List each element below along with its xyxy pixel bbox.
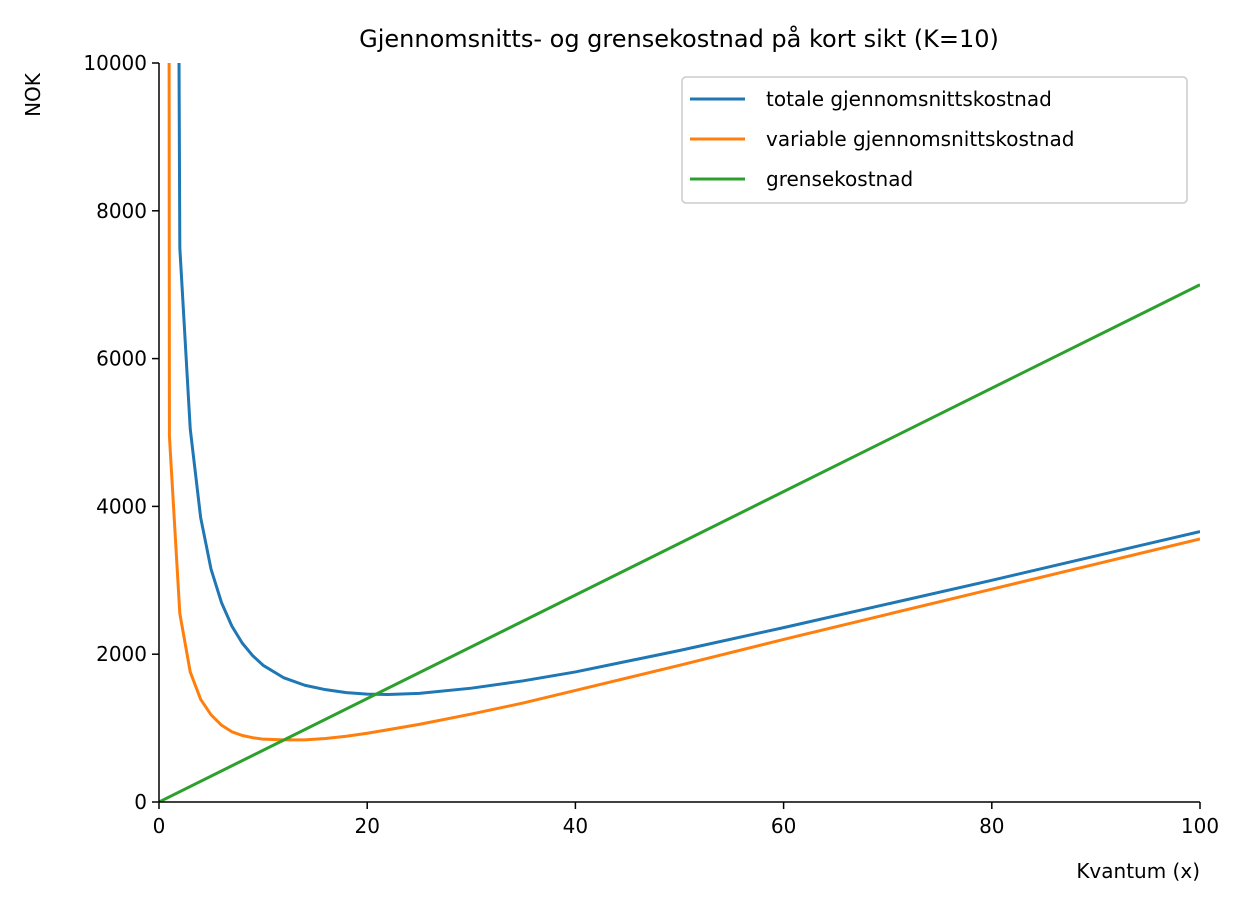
- x-tick-label: 60: [771, 814, 796, 838]
- axes: [158, 63, 1200, 803]
- chart-title: Gjennomsnitts- og grensekostnad på kort …: [359, 24, 999, 53]
- y-tick-label: 2000: [96, 642, 147, 666]
- y-tick-label: 8000: [96, 199, 147, 223]
- x-tick-label: 0: [153, 814, 166, 838]
- x-tick-label: 100: [1181, 814, 1219, 838]
- legend: totale gjennomsnittskostnad variable gjen…: [681, 76, 1188, 204]
- y-tick-label: 10000: [83, 51, 147, 75]
- x-tick-label: 40: [563, 814, 588, 838]
- series-line-1: [177, 63, 1200, 696]
- y-tick-label: 0: [134, 790, 147, 814]
- series-line-3: [159, 283, 1200, 802]
- x-tick-label: 20: [354, 814, 379, 838]
- y-axis-label: NOK: [21, 72, 45, 117]
- ticks: 0 20 40 60 80 100 0 2000 4000 6000 8000 10000: [83, 51, 1219, 838]
- legend-box: [681, 76, 1188, 204]
- legend-label: grensekostnad: [766, 167, 913, 191]
- x-tick-label: 80: [979, 814, 1004, 838]
- legend-label: variable gjennomsnittskostnad: [766, 127, 1074, 151]
- x-axis-label: Kvantum (x): [1076, 859, 1200, 883]
- y-tick-label: 4000: [96, 494, 147, 518]
- series-layer: [159, 63, 1200, 802]
- legend-label: totale gjennomsnittskostnad: [766, 87, 1052, 111]
- y-tick-label: 6000: [96, 347, 147, 371]
- series-line-2: [167, 63, 1200, 742]
